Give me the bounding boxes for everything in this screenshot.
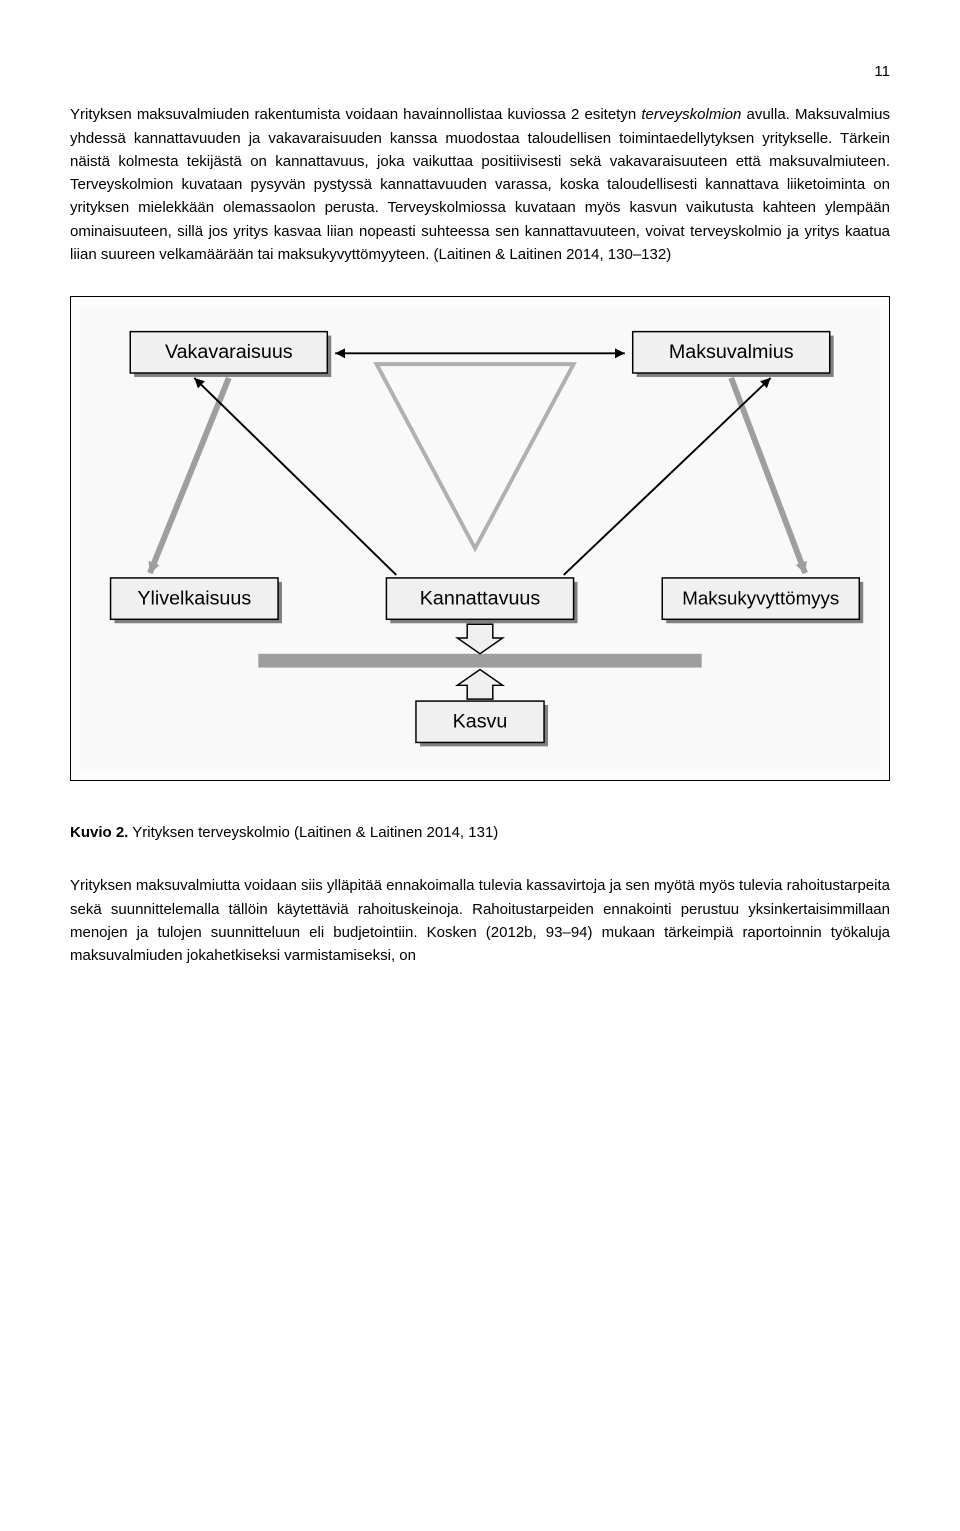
label-maksukyvyttomyys: Maksukyvyttömyys	[682, 588, 839, 609]
paragraph-1: Yrityksen maksuvalmiuden rakentumista vo…	[70, 103, 890, 266]
figure-terveyskolmio: Vakavaraisuus Maksuvalmius Ylivelkaisuus…	[70, 296, 890, 781]
box-kannattavuus: Kannattavuus	[386, 578, 577, 623]
para1-italic: terveyskolmion	[641, 106, 741, 123]
box-ylivelkaisuus: Ylivelkaisuus	[111, 578, 282, 623]
label-vakavaraisuus: Vakavaraisuus	[165, 341, 293, 363]
label-maksuvalmius: Maksuvalmius	[669, 341, 794, 363]
caption-rest: Yrityksen terveyskolmio (Laitinen & Lait…	[128, 824, 498, 841]
para1-start: Yrityksen maksuvalmiuden rakentumista vo…	[70, 106, 641, 123]
bar-under-kannattavuus	[258, 654, 701, 668]
caption-bold: Kuvio 2.	[70, 824, 128, 841]
box-kasvu: Kasvu	[416, 701, 548, 746]
box-maksukyvyttomyys: Maksukyvyttömyys	[662, 578, 863, 623]
page-number: 11	[70, 60, 890, 83]
label-kasvu: Kasvu	[453, 711, 508, 733]
box-maksuvalmius: Maksuvalmius	[633, 332, 834, 377]
label-ylivelkaisuus: Ylivelkaisuus	[137, 588, 251, 610]
diagram-svg: Vakavaraisuus Maksuvalmius Ylivelkaisuus…	[81, 307, 879, 770]
figure-caption: Kuvio 2. Yrityksen terveyskolmio (Laitin…	[70, 821, 890, 844]
para1-cont: avulla. Maksuvalmius yhdessä kannattavuu…	[70, 106, 890, 263]
paragraph-2: Yrityksen maksuvalmiutta voidaan siis yl…	[70, 874, 890, 967]
label-kannattavuus: Kannattavuus	[420, 588, 541, 610]
box-vakavaraisuus: Vakavaraisuus	[130, 332, 331, 377]
